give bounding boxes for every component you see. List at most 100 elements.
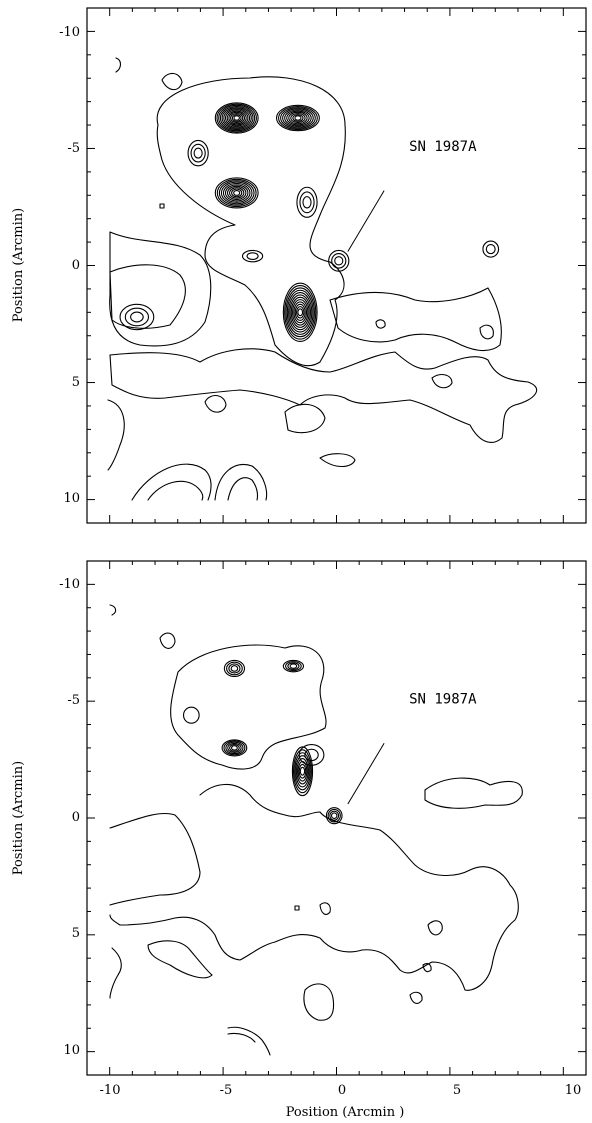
bottom-ytick-label: -5 (67, 693, 80, 708)
contour-island (319, 902, 331, 915)
top-ytick-label: 0 (72, 258, 80, 273)
contour-peak-level (288, 111, 308, 125)
bottom-sn-pointer-line (347, 742, 385, 805)
bottom-contour-panel: -10 -5 0 5 10 -10 -5 0 5 10 Position (Ar… (11, 560, 587, 1120)
contour-peak-level (231, 114, 242, 122)
contour-peak-level (294, 752, 311, 791)
contour-peak-level (286, 110, 310, 126)
contour-peak-level (214, 102, 259, 134)
contour-peak-level (228, 663, 241, 674)
contour-peak-level (295, 755, 310, 788)
contour-peak-level (288, 292, 313, 333)
contour-envelope (424, 777, 523, 809)
contour-peak-level (328, 249, 350, 272)
contour-peak-level (221, 739, 248, 757)
contour-envelope (109, 264, 186, 329)
contour-peak-level (219, 105, 254, 131)
contour-peak-level (298, 744, 325, 766)
contour-peak-level (226, 661, 243, 676)
top-ytick-label: 10 (63, 491, 80, 506)
top-sn-pointer-line (347, 190, 385, 252)
contour-peak-level (330, 812, 338, 819)
contour-peak-level (124, 307, 150, 327)
contour-peak-level (193, 147, 203, 159)
contour-peak-level (241, 249, 264, 263)
contour-peak-level (225, 741, 244, 755)
contour-peak-level (296, 758, 309, 785)
contour-peak-level (296, 306, 305, 319)
top-sn-label: SN 1987A (409, 139, 477, 155)
bottom-xtick-label: 0 (338, 1083, 346, 1098)
contour-peak-level (287, 662, 300, 671)
contour-island (427, 920, 443, 936)
contour-island (109, 604, 117, 616)
bottom-x-axis-label: Position (Arcmin ) (286, 1105, 405, 1120)
top-ytick-label: -10 (59, 25, 80, 40)
contour-peak-level (485, 244, 496, 255)
contour-peak-level (285, 661, 302, 672)
contour-peak-level (221, 107, 252, 129)
contour-peak-level (223, 740, 246, 756)
contour-peak-level (229, 187, 245, 199)
top-ytick-label: 5 (72, 375, 80, 390)
contour-peak-level (224, 109, 249, 127)
bottom-contour-peaks (182, 659, 343, 825)
contour-envelope (109, 947, 122, 999)
contour-peak-level (285, 287, 315, 338)
contour-envelope (227, 1032, 256, 1043)
contour-peak-level (216, 178, 257, 208)
contour-peak-level (233, 115, 240, 121)
contour-peak-level (230, 112, 244, 124)
contour-envelope (303, 983, 335, 1021)
contour-peak-level (222, 182, 251, 203)
contour-peak-level (223, 108, 251, 128)
contour-peak-level (325, 807, 343, 825)
contour-peak-level (229, 744, 240, 752)
contour-peak-level (119, 303, 155, 331)
contour-peak-level (231, 188, 243, 198)
contour-peak-level (290, 112, 306, 124)
top-y-axis-label: Position (Arcmin) (11, 208, 26, 322)
contour-peak-level (220, 181, 253, 205)
contour-envelope (227, 1026, 271, 1056)
contour-peak-level (227, 742, 242, 753)
contour-peak-level (187, 139, 209, 167)
contour-island (294, 905, 300, 911)
bottom-xtick-label: 5 (453, 1083, 461, 1098)
contour-island (204, 395, 227, 413)
contour-envelope (329, 287, 502, 352)
contour-island (161, 72, 183, 91)
contour-peak-level (327, 808, 341, 823)
contour-peak-level (275, 104, 320, 132)
contour-peak-level (294, 115, 302, 121)
bottom-axis-ticks (86, 560, 587, 1076)
contour-peak-level (293, 301, 308, 324)
bottom-xtick-label: 10 (565, 1083, 582, 1098)
top-ytick-label: -5 (67, 141, 80, 156)
contour-envelope (109, 783, 519, 991)
contour-peak-level (290, 296, 310, 328)
top-contour-panel: -10 -5 0 5 10 Position (Arcmin) (11, 7, 587, 524)
contour-peak-level (298, 763, 307, 779)
contour-envelope (227, 477, 259, 501)
contour-envelope (147, 480, 204, 501)
contour-peak-level (292, 299, 309, 326)
top-y-tick-labels: -10 -5 0 5 10 (59, 25, 80, 506)
bottom-xtick-label: -10 (100, 1083, 121, 1098)
top-sn1987a-annotation: SN 1987A (347, 139, 477, 252)
contour-peak-level (223, 659, 246, 678)
contour-envelope (109, 231, 212, 347)
contour-peak-level (230, 665, 239, 672)
contour-island (319, 453, 356, 468)
bottom-x-tick-labels: -10 -5 0 5 10 (100, 1083, 582, 1098)
contour-peak-level (286, 289, 314, 335)
contour-peak-level (218, 180, 255, 206)
top-plot-frame (86, 7, 587, 524)
contour-peak-level (296, 186, 318, 218)
bottom-contours (109, 604, 523, 1056)
contour-island (159, 203, 165, 209)
contour-peak-level (280, 107, 316, 129)
contour-envelope (170, 644, 327, 770)
contour-envelope (214, 464, 268, 501)
